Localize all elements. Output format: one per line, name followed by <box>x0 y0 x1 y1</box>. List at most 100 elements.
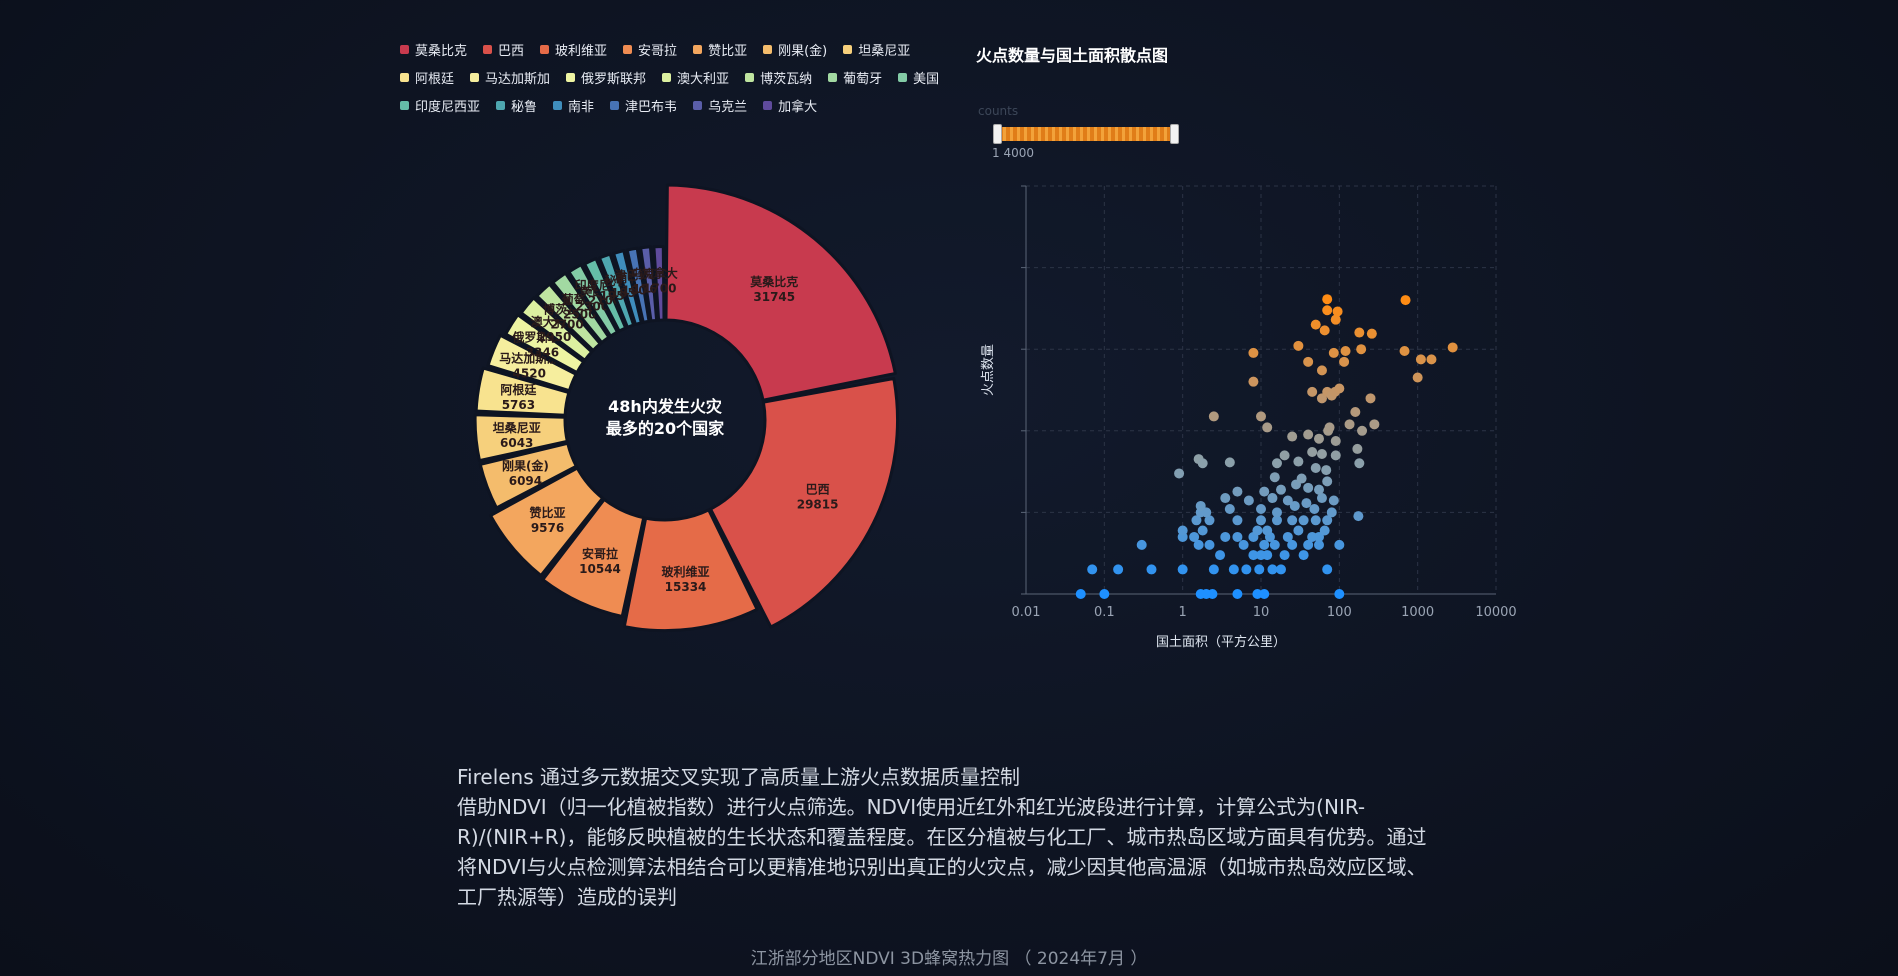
scatter-point[interactable] <box>1204 515 1215 526</box>
scatter-point[interactable] <box>1252 525 1263 536</box>
visual-map-slider[interactable] <box>993 124 1179 144</box>
scatter-point[interactable] <box>1269 472 1280 483</box>
scatter-point[interactable] <box>1271 507 1282 518</box>
pie-slice[interactable] <box>625 246 651 324</box>
scatter-point[interactable] <box>1303 356 1314 367</box>
scatter-point[interactable] <box>1293 525 1304 536</box>
scatter-point[interactable] <box>1339 356 1350 367</box>
scatter-point[interactable] <box>1189 531 1200 542</box>
legend-item[interactable]: 葡萄牙 <box>828 68 882 87</box>
scatter-point[interactable] <box>1269 539 1280 550</box>
scatter-point[interactable] <box>1293 456 1304 467</box>
scatter-point[interactable] <box>1238 539 1249 550</box>
scatter-point[interactable] <box>1316 448 1327 459</box>
scatter-point[interactable] <box>1287 515 1298 526</box>
scatter-point[interactable] <box>1330 450 1341 461</box>
scatter-point[interactable] <box>1195 500 1206 511</box>
scatter-point[interactable] <box>1298 515 1309 526</box>
pie-slice[interactable] <box>486 333 578 393</box>
legend-item[interactable]: 赞比亚 <box>693 40 747 59</box>
pie-slice[interactable] <box>583 257 628 333</box>
scatter-point[interactable] <box>1241 564 1252 575</box>
scatter-point[interactable] <box>1279 550 1290 561</box>
legend-item[interactable]: 俄罗斯联邦 <box>566 68 646 87</box>
legend-item[interactable]: 马达加斯加 <box>470 68 550 87</box>
scatter-point[interactable] <box>1307 386 1318 397</box>
scatter-point[interactable] <box>1248 347 1259 358</box>
scatter-point[interactable] <box>1334 589 1345 599</box>
pie-slice[interactable] <box>551 271 611 345</box>
scatter-point[interactable] <box>1332 306 1343 317</box>
scatter-point[interactable] <box>1262 525 1273 536</box>
scatter-point[interactable] <box>1191 515 1202 526</box>
scatter-point[interactable] <box>1340 346 1351 357</box>
legend-item[interactable]: 阿根廷 <box>400 68 454 87</box>
scatter-point[interactable] <box>1350 406 1361 417</box>
legend-item[interactable]: 玻利维亚 <box>540 40 607 59</box>
scatter-point[interactable] <box>1356 344 1367 355</box>
scatter-point[interactable] <box>1344 419 1355 430</box>
scatter-point[interactable] <box>1287 431 1298 442</box>
scatter-point[interactable] <box>1324 422 1335 433</box>
pie-slice[interactable] <box>519 296 594 362</box>
scatter-point[interactable] <box>1232 589 1243 599</box>
scatter-point[interactable] <box>1256 411 1266 422</box>
scatter-point[interactable] <box>1310 463 1321 474</box>
scatter-point[interactable] <box>1215 550 1226 561</box>
scatter-point[interactable] <box>1259 486 1270 497</box>
scatter-point[interactable] <box>1224 457 1235 468</box>
legend-item[interactable]: 博茨瓦纳 <box>745 68 812 87</box>
pie-slice[interactable] <box>504 313 586 375</box>
pie-slice[interactable] <box>473 413 569 463</box>
scatter-point[interactable] <box>1087 564 1098 575</box>
scatter-point[interactable] <box>1262 422 1273 433</box>
scatter-point[interactable] <box>1316 493 1327 504</box>
legend-item[interactable]: 秘鲁 <box>496 96 537 115</box>
legend-item[interactable]: 美国 <box>898 68 939 87</box>
scatter-point[interactable] <box>1256 504 1266 515</box>
scatter-point[interactable] <box>1228 564 1239 575</box>
legend-item[interactable]: 印度尼西亚 <box>400 96 480 115</box>
scatter-point[interactable] <box>1204 539 1215 550</box>
scatter-point[interactable] <box>1309 504 1320 515</box>
pie-slice[interactable] <box>567 263 619 338</box>
scatter-point[interactable] <box>1296 473 1307 484</box>
scatter-point[interactable] <box>1334 539 1345 550</box>
legend-item[interactable]: 南非 <box>553 96 594 115</box>
scatter-point[interactable] <box>1303 539 1314 550</box>
scatter-point[interactable] <box>1303 429 1314 440</box>
legend-item[interactable]: 安哥拉 <box>623 40 677 59</box>
legend-item[interactable]: 刚果(金) <box>763 40 827 59</box>
legend-item[interactable]: 乌克兰 <box>693 96 747 115</box>
scatter-point[interactable] <box>1313 484 1324 495</box>
scatter-point[interactable] <box>1357 425 1368 436</box>
visual-map-max-handle[interactable] <box>1170 124 1179 144</box>
scatter-point[interactable] <box>1365 393 1376 404</box>
scatter-point[interactable] <box>1224 504 1235 515</box>
pie-slice[interactable] <box>709 377 899 629</box>
pie-slice[interactable] <box>612 249 643 326</box>
pie-slice[interactable] <box>622 508 759 633</box>
scatter-point[interactable] <box>1193 539 1204 550</box>
scatter-point[interactable] <box>1208 411 1219 422</box>
scatter-point[interactable] <box>1352 443 1363 454</box>
scatter-point[interactable] <box>1282 531 1293 542</box>
pie-slice[interactable] <box>652 244 666 322</box>
pie-slice[interactable] <box>541 497 646 618</box>
scatter-point[interactable] <box>1313 433 1324 444</box>
scatter-point[interactable] <box>1447 342 1458 353</box>
pie-slice[interactable] <box>664 183 897 402</box>
scatter-point[interactable] <box>1303 482 1314 493</box>
pie-slice[interactable] <box>535 282 602 352</box>
scatter-point[interactable] <box>1177 564 1188 575</box>
scatter-point[interactable] <box>1232 531 1243 542</box>
scatter-point[interactable] <box>1316 365 1327 376</box>
scatter-point[interactable] <box>1232 515 1243 526</box>
scatter-point[interactable] <box>1366 328 1377 339</box>
scatter-point[interactable] <box>1248 550 1259 561</box>
scatter-point[interactable] <box>1328 347 1339 358</box>
scatter-point[interactable] <box>1319 325 1330 336</box>
legend-item[interactable]: 津巴布韦 <box>610 96 677 115</box>
scatter-point[interactable] <box>1279 450 1290 461</box>
scatter-point[interactable] <box>1099 589 1110 599</box>
